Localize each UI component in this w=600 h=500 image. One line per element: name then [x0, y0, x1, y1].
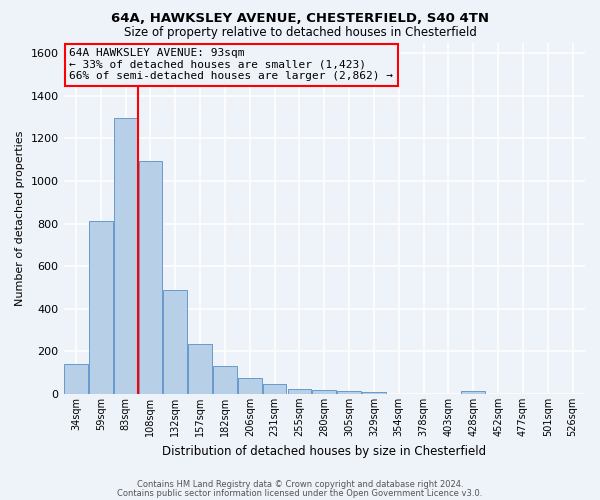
X-axis label: Distribution of detached houses by size in Chesterfield: Distribution of detached houses by size … — [162, 444, 487, 458]
Bar — [139, 160, 162, 394]
Bar — [263, 384, 286, 394]
Bar — [313, 390, 336, 394]
Y-axis label: Number of detached properties: Number of detached properties — [15, 130, 25, 306]
Bar — [337, 390, 361, 394]
Bar — [163, 290, 187, 394]
Text: Contains public sector information licensed under the Open Government Licence v3: Contains public sector information licen… — [118, 488, 482, 498]
Bar — [64, 364, 88, 394]
Bar — [362, 392, 386, 394]
Bar — [114, 118, 137, 394]
Text: 64A, HAWKSLEY AVENUE, CHESTERFIELD, S40 4TN: 64A, HAWKSLEY AVENUE, CHESTERFIELD, S40 … — [111, 12, 489, 26]
Bar — [213, 366, 237, 394]
Text: Size of property relative to detached houses in Chesterfield: Size of property relative to detached ho… — [124, 26, 476, 39]
Bar — [89, 222, 113, 394]
Text: 64A HAWKSLEY AVENUE: 93sqm
← 33% of detached houses are smaller (1,423)
66% of s: 64A HAWKSLEY AVENUE: 93sqm ← 33% of deta… — [69, 48, 393, 82]
Bar — [287, 388, 311, 394]
Bar — [461, 391, 485, 394]
Bar — [188, 344, 212, 394]
Text: Contains HM Land Registry data © Crown copyright and database right 2024.: Contains HM Land Registry data © Crown c… — [137, 480, 463, 489]
Bar — [238, 378, 262, 394]
